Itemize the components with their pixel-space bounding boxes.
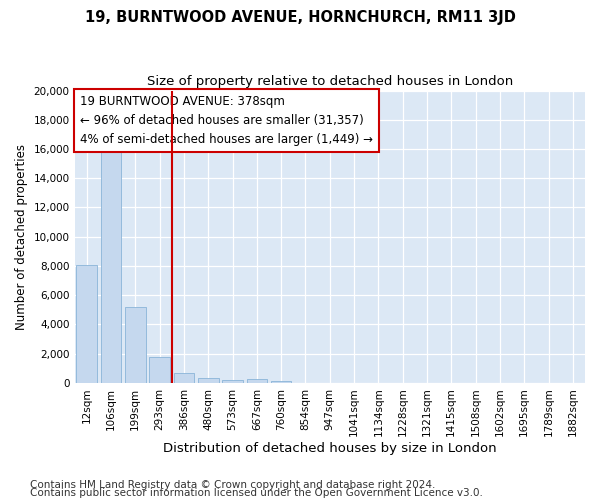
Bar (173, 372, 194, 383)
Y-axis label: Number of detached properties: Number of detached properties (15, 144, 28, 330)
Bar (76, 265, 97, 383)
Bar (271, 381, 292, 383)
Text: Contains public sector information licensed under the Open Government Licence v3: Contains public sector information licen… (30, 488, 483, 498)
Text: 19, BURNTWOOD AVENUE, HORNCHURCH, RM11 3JD: 19, BURNTWOOD AVENUE, HORNCHURCH, RM11 3… (85, 10, 515, 25)
Title: Size of property relative to detached houses in London: Size of property relative to detached ho… (146, 75, 513, 88)
Bar (198, 378, 218, 383)
Text: 19 BURNTWOOD AVENUE: 378sqm
← 96% of detached houses are smaller (31,357)
4% of : 19 BURNTWOOD AVENUE: 378sqm ← 96% of det… (80, 95, 373, 146)
Bar (149, 356, 170, 383)
Bar (101, 141, 121, 383)
X-axis label: Distribution of detached houses by size in London: Distribution of detached houses by size … (163, 442, 497, 455)
Bar (222, 380, 243, 383)
Bar (247, 379, 267, 383)
Text: Contains HM Land Registry data © Crown copyright and database right 2024.: Contains HM Land Registry data © Crown c… (30, 480, 436, 490)
Bar (125, 307, 146, 383)
